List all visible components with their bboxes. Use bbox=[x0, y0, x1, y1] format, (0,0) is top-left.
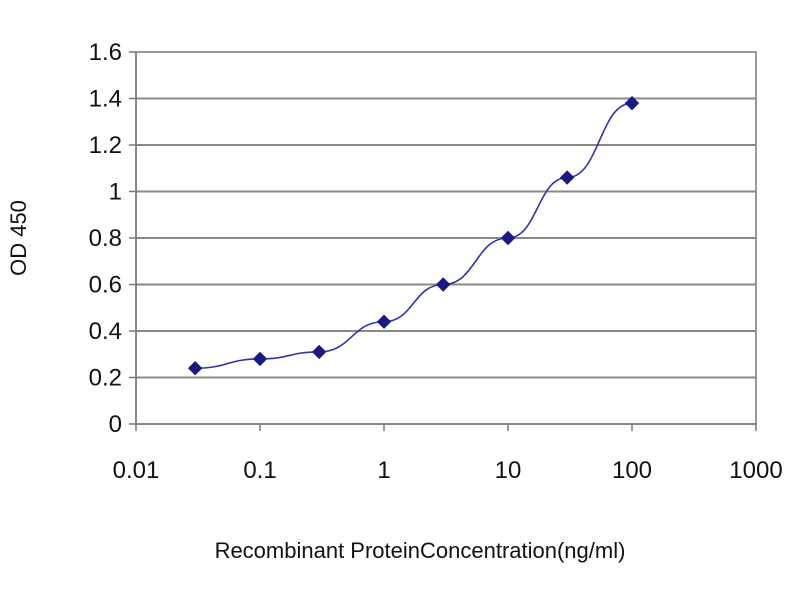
y-tick-label: 0.6 bbox=[89, 272, 122, 299]
y-tick-label: 0.2 bbox=[89, 365, 122, 392]
data-point bbox=[187, 360, 203, 376]
x-tick-label: 1000 bbox=[729, 457, 782, 484]
data-point bbox=[435, 277, 451, 292]
y-tick-label: 1.4 bbox=[89, 86, 122, 113]
x-tick-label: 0.01 bbox=[113, 457, 160, 484]
y-tick-label: 1 bbox=[109, 179, 122, 206]
x-axis-title: Recombinant ProteinConcentration(ng/ml) bbox=[215, 538, 626, 563]
x-tick-label: 1 bbox=[377, 457, 390, 484]
y-tick-label: 0.8 bbox=[89, 225, 122, 252]
x-tick-label: 100 bbox=[612, 457, 652, 484]
data-point bbox=[559, 170, 575, 185]
series-group bbox=[187, 95, 640, 376]
y-tick-label: 0.4 bbox=[89, 318, 122, 345]
y-tick-label: 0 bbox=[109, 411, 122, 438]
x-axis: 0.01 0.1 1 10 100 1000 bbox=[113, 423, 783, 484]
data-point bbox=[500, 230, 516, 246]
y-tick-label: 1.6 bbox=[89, 39, 122, 66]
y-tick-label: 1.2 bbox=[89, 132, 122, 159]
x-tick-label: 0.1 bbox=[243, 457, 276, 484]
data-point bbox=[624, 95, 640, 111]
data-point bbox=[376, 314, 392, 329]
gridlines bbox=[136, 97, 756, 379]
y-axis-title: OD 450 bbox=[6, 200, 31, 276]
x-tick-label: 10 bbox=[495, 457, 522, 484]
data-point bbox=[311, 344, 327, 360]
data-point bbox=[252, 351, 268, 367]
y-axis: 0 0.2 0.4 0.6 0.8 1 1.2 1.4 1.6 bbox=[89, 39, 137, 438]
